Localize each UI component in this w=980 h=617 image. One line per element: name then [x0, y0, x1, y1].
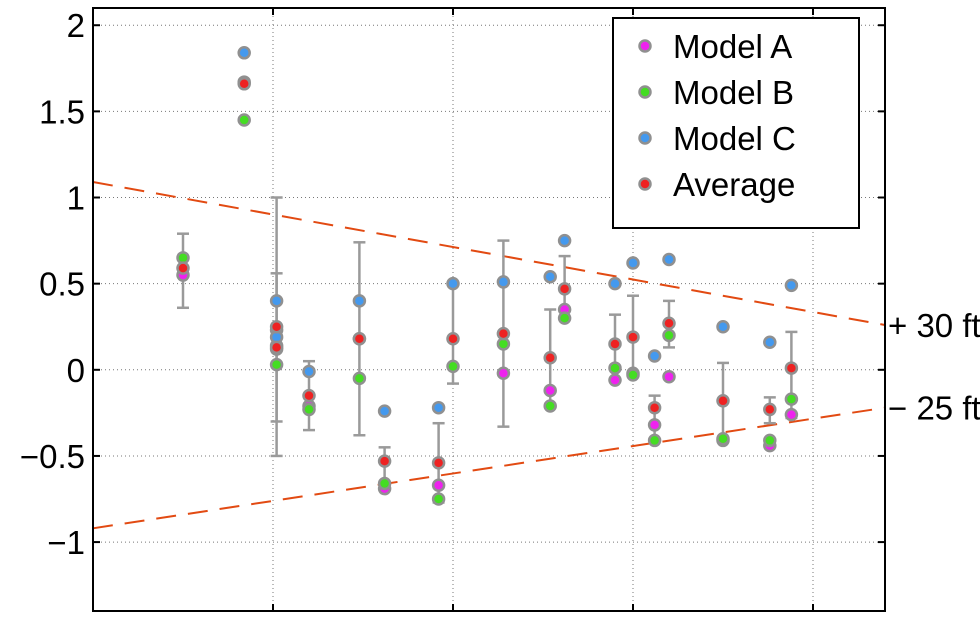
point-model-c — [647, 349, 662, 363]
point-average — [763, 402, 777, 417]
point-average — [626, 330, 640, 344]
point-average — [352, 332, 367, 346]
data-points — [176, 46, 799, 506]
legend-marker-model-b — [638, 85, 652, 99]
point-model-b — [716, 431, 730, 446]
threshold-lines — [92, 181, 886, 530]
y-tick-label: 1.5 — [39, 93, 85, 130]
point-average — [237, 77, 251, 91]
point-average — [431, 456, 446, 470]
point-model-b — [269, 357, 284, 372]
point-model-a — [647, 418, 662, 432]
point-model-c — [543, 270, 557, 284]
threshold-label: − 25 ft — [888, 390, 980, 427]
point-average — [269, 319, 284, 334]
point-average — [608, 337, 622, 351]
point-model-c — [557, 233, 572, 248]
legend-label-model-a: Model A — [673, 28, 792, 65]
point-model-a — [496, 366, 511, 380]
point-model-c — [431, 400, 446, 415]
point-model-c — [446, 276, 460, 291]
point-model-c — [496, 275, 511, 289]
point-model-b — [352, 371, 367, 386]
point-model-c — [763, 335, 777, 349]
plot-frame — [92, 7, 886, 612]
point-model-a — [608, 373, 622, 387]
point-model-b — [543, 399, 557, 413]
point-model-a — [543, 383, 557, 398]
point-model-b — [784, 392, 799, 406]
point-average — [446, 332, 460, 346]
point-average — [176, 261, 190, 275]
legend-label-model-c: Model C — [673, 120, 796, 157]
point-model-c — [352, 294, 367, 308]
y-tick-label: −0.5 — [20, 438, 85, 475]
legend-marker-model-a — [638, 39, 652, 53]
point-model-c — [784, 278, 799, 293]
point-model-c — [302, 364, 316, 379]
threshold-line — [92, 181, 886, 326]
y-tick-label: −1 — [47, 524, 85, 561]
threshold-labels: + 30 ft − 25 ft — [888, 307, 980, 427]
point-model-b — [647, 433, 662, 448]
point-average — [377, 454, 392, 468]
point-model-c — [377, 404, 392, 418]
point-average — [662, 316, 676, 331]
legend-marker-model-c — [638, 131, 652, 145]
point-average — [269, 340, 284, 355]
point-model-b — [608, 361, 622, 375]
legend-label-average: Average — [673, 166, 795, 203]
point-model-b — [237, 113, 251, 127]
y-tick-label: 1 — [67, 180, 85, 217]
point-model-b — [662, 328, 676, 343]
point-model-b — [557, 311, 572, 325]
point-model-c — [237, 46, 251, 60]
point-model-c — [626, 256, 640, 270]
y-tick-label: 0 — [67, 352, 85, 389]
point-average — [496, 326, 511, 341]
point-model-b — [377, 476, 392, 491]
point-average — [716, 394, 730, 408]
legend: Model A Model B Model C Average — [612, 17, 860, 229]
point-model-a — [662, 369, 676, 384]
point-model-b — [431, 492, 446, 506]
point-average — [302, 388, 316, 403]
point-model-b — [763, 433, 777, 448]
legend-marker-average — [638, 177, 652, 191]
point-average — [557, 282, 572, 296]
point-model-c — [269, 294, 284, 308]
legend-box — [612, 17, 860, 229]
y-tick-label: 2 — [67, 7, 85, 44]
point-model-a — [431, 478, 446, 492]
threshold-label: + 30 ft — [888, 307, 980, 344]
point-model-b — [302, 402, 316, 417]
y-tick-label: 0.5 — [39, 266, 85, 303]
point-model-c — [608, 276, 622, 291]
point-average — [784, 361, 799, 375]
point-model-c — [662, 252, 676, 267]
threshold-line — [92, 406, 886, 530]
point-average — [647, 400, 662, 415]
point-model-b — [446, 359, 460, 374]
y-axis-ticks: 2 1.5 1 0.5 0 −0.5 −1 — [20, 7, 885, 611]
legend-label-model-b: Model B — [673, 74, 794, 111]
point-model-c — [716, 319, 730, 334]
point-model-a — [784, 407, 799, 422]
point-model-b — [626, 368, 640, 382]
point-average — [543, 350, 557, 365]
